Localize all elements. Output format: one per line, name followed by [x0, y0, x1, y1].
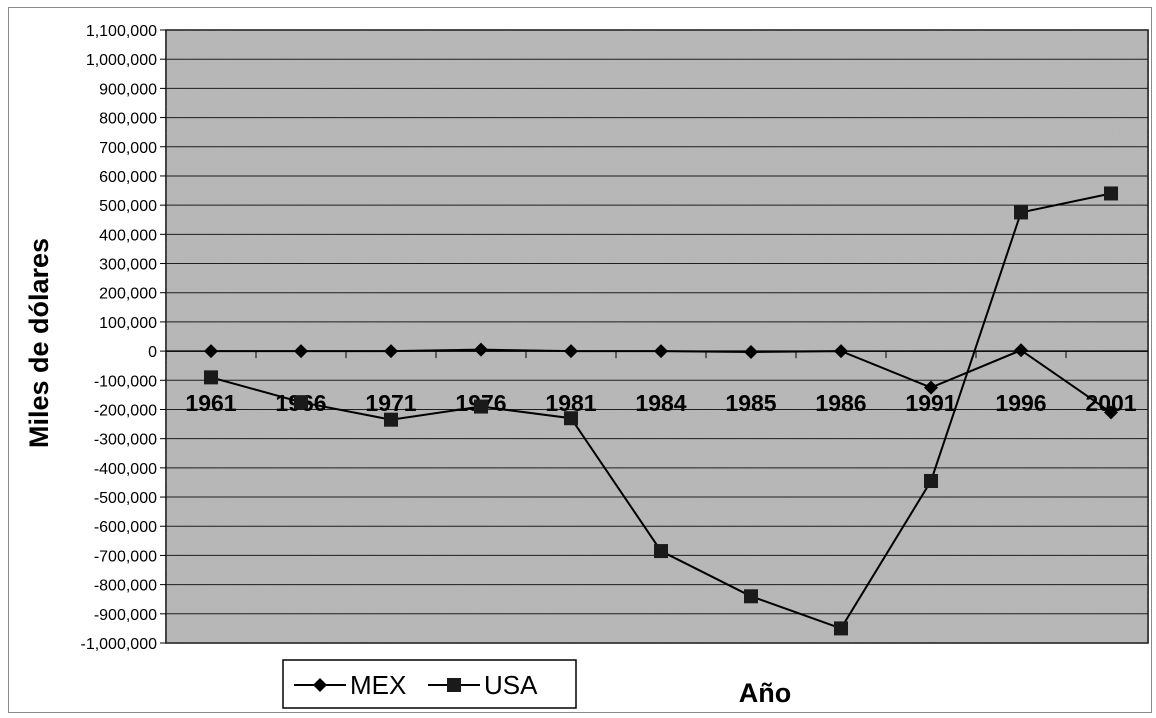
y-tick-label: 0: [148, 344, 157, 361]
legend-label-mex: MEX: [350, 670, 406, 700]
data-point-mex: [294, 344, 308, 359]
series-markers: [204, 186, 1118, 636]
data-point-mex: [1014, 343, 1028, 358]
y-tick-label: 300,000: [99, 257, 157, 274]
y-axis-title: Miles de dólares: [24, 238, 54, 448]
legend-items: MEX USA: [294, 670, 538, 700]
y-axis-ticks: 1,100,000 1,000,000 900,000 800,000 700,000 6…: [80, 23, 166, 653]
data-point-mex: [474, 342, 488, 357]
x-tick-label: 1996: [995, 390, 1046, 416]
data-point-usa: [1104, 186, 1118, 201]
data-point-mex: [204, 344, 218, 359]
data-point-usa: [654, 544, 668, 559]
y-tick-label: -400,000: [94, 461, 157, 478]
x-tick-label: 1984: [635, 390, 686, 416]
data-point-mex: [924, 380, 938, 395]
y-tick-label: -100,000: [94, 373, 157, 390]
y-tick-label: 400,000: [99, 227, 157, 244]
y-tick-label: 1,000,000: [86, 52, 157, 69]
plot-texture: [166, 30, 1148, 643]
data-point-mex: [564, 344, 578, 359]
y-tick-label: -800,000: [94, 578, 157, 595]
data-point-usa: [834, 621, 848, 636]
data-point-usa: [744, 589, 758, 604]
x-tick-label: 1961: [185, 390, 236, 416]
data-point-mex: [744, 344, 758, 359]
data-point-usa: [564, 411, 578, 426]
y-tick-label: 100,000: [99, 315, 157, 332]
y-tick-label: 1,100,000: [86, 23, 157, 40]
x-tick-label: 1986: [815, 390, 866, 416]
y-tick-label: -500,000: [94, 490, 157, 507]
y-tick-label: 500,000: [99, 198, 157, 215]
legend-label-usa: USA: [484, 670, 538, 700]
x-axis-title: Año: [739, 678, 791, 708]
y-tick-label: 600,000: [99, 169, 157, 186]
y-tick-label: -1,000,000: [80, 636, 157, 653]
y-tick-label: -300,000: [94, 432, 157, 449]
data-point-usa: [1014, 205, 1028, 220]
x-tick-label: 1985: [725, 390, 776, 416]
data-point-mex: [384, 344, 398, 359]
y-tick-label: -900,000: [94, 607, 157, 624]
y-tick-label: 700,000: [99, 140, 157, 157]
y-tick-label: 800,000: [99, 111, 157, 128]
y-tick-label: 900,000: [99, 81, 157, 98]
data-point-usa: [474, 399, 488, 414]
data-point-mex: [1104, 405, 1118, 420]
plot-area: [165, 29, 1149, 644]
data-point-usa: [924, 473, 938, 488]
legend-marker-usa: [447, 678, 461, 692]
data-point-mex: [834, 344, 848, 359]
x-tick-label: 1971: [365, 390, 416, 416]
data-point-mex: [654, 344, 668, 359]
data-point-usa: [204, 370, 218, 385]
legend-marker-mex: [313, 678, 327, 692]
y-tick-label: -700,000: [94, 548, 157, 565]
y-tick-label: 200,000: [99, 286, 157, 303]
y-tick-label: -600,000: [94, 519, 157, 536]
data-point-usa: [384, 412, 398, 427]
y-tick-label: -200,000: [94, 402, 157, 419]
legend: MEX USA: [282, 659, 577, 709]
x-axis-ticks: 1961196619711976198119841985198619911996…: [165, 351, 1137, 416]
data-point-usa: [294, 395, 308, 410]
